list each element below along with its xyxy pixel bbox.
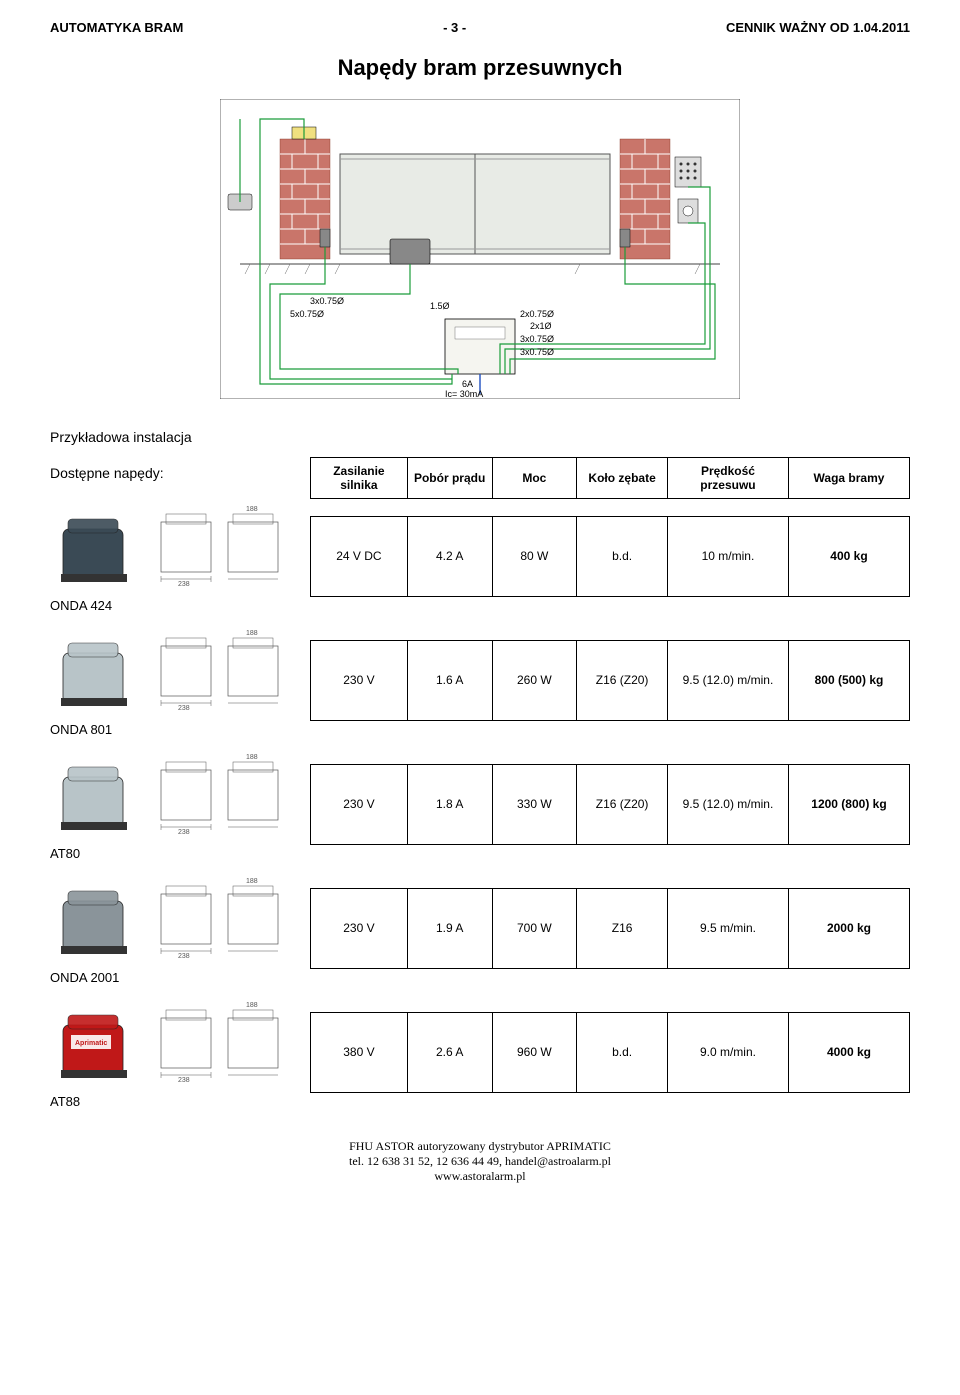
product-technical-drawing: 238 188 xyxy=(153,747,293,842)
footer-line2: tel. 12 638 31 52, 12 636 44 49, handel@… xyxy=(50,1154,910,1169)
cell-gear: b.d. xyxy=(577,1012,668,1092)
svg-text:238: 238 xyxy=(178,1077,190,1084)
product-technical-drawing: 238 188 xyxy=(153,623,293,718)
svg-text:3x0.75Ø: 3x0.75Ø xyxy=(520,334,554,344)
col-speed: Prędkość przesuwu xyxy=(667,458,788,499)
product-row: Aprimatic 238 188 xyxy=(50,995,910,1109)
cell-weight: 4000 kg xyxy=(788,1012,909,1092)
footer-line1: FHU ASTOR autoryzowany dystrybutor APRIM… xyxy=(50,1139,910,1154)
available-drives-label: Dostępne napędy: xyxy=(50,457,290,481)
svg-text:Aprimatic: Aprimatic xyxy=(75,1040,107,1047)
page-title: Napędy bram przesuwnych xyxy=(50,55,910,81)
product-name: ONDA 801 xyxy=(50,722,298,737)
product-name: ONDA 2001 xyxy=(50,970,298,985)
installation-diagram: 3x0.75Ø 5x0.75Ø 1.5Ø 2x0.75Ø 2x1Ø 3x0.75… xyxy=(220,99,740,399)
col-wattage: Moc xyxy=(492,458,577,499)
product-spec-row: 230 V 1.9 A 700 W Z16 9.5 m/min. 2000 kg xyxy=(310,888,910,969)
col-weight: Waga bramy xyxy=(788,458,909,499)
product-technical-drawing: 238 188 xyxy=(153,499,293,594)
product-photo xyxy=(50,623,145,718)
product-photo: Aprimatic xyxy=(50,995,145,1090)
cell-weight: 800 (500) kg xyxy=(788,640,909,720)
svg-text:188: 188 xyxy=(246,878,258,885)
product-technical-drawing: 238 188 xyxy=(153,995,293,1090)
cell-current: 1.8 A xyxy=(407,764,492,844)
cell-wattage: 960 W xyxy=(492,1012,577,1092)
cell-power: 230 V xyxy=(311,764,408,844)
svg-text:Ic= 30mA: Ic= 30mA xyxy=(445,389,483,399)
product-photo xyxy=(50,747,145,842)
svg-text:2x1Ø: 2x1Ø xyxy=(530,321,552,331)
cell-gear: Z16 xyxy=(577,888,668,968)
product-name: AT88 xyxy=(50,1094,298,1109)
svg-text:188: 188 xyxy=(246,1002,258,1009)
product-row: 238 188 ONDA 801 230 V 1.6 A 260 W Z16 (… xyxy=(50,623,910,737)
svg-text:1.5Ø: 1.5Ø xyxy=(430,301,450,311)
header-right: CENNIK WAŻNY OD 1.04.2011 xyxy=(726,20,910,35)
col-power: Zasilanie silnika xyxy=(311,458,408,499)
cell-wattage: 80 W xyxy=(492,516,577,596)
svg-text:188: 188 xyxy=(246,506,258,513)
col-current: Pobór prądu xyxy=(407,458,492,499)
footer-line3: www.astoralarm.pl xyxy=(50,1169,910,1184)
wiring-diagram-svg: 3x0.75Ø 5x0.75Ø 1.5Ø 2x0.75Ø 2x1Ø 3x0.75… xyxy=(220,99,740,399)
cell-speed: 9.5 (12.0) m/min. xyxy=(667,640,788,720)
cell-power: 24 V DC xyxy=(311,516,408,596)
cell-current: 1.6 A xyxy=(407,640,492,720)
installation-label: Przykładowa instalacja xyxy=(50,429,910,445)
cell-current: 4.2 A xyxy=(407,516,492,596)
product-name: ONDA 424 xyxy=(50,598,298,613)
product-name: AT80 xyxy=(50,846,298,861)
product-spec-row: 230 V 1.6 A 260 W Z16 (Z20) 9.5 (12.0) m… xyxy=(310,640,910,721)
cell-gear: b.d. xyxy=(577,516,668,596)
svg-text:5x0.75Ø: 5x0.75Ø xyxy=(290,309,324,319)
product-spec-row: 24 V DC 4.2 A 80 W b.d. 10 m/min. 400 kg xyxy=(310,516,910,597)
product-technical-drawing: 238 188 xyxy=(153,871,293,966)
cell-gear: Z16 (Z20) xyxy=(577,640,668,720)
svg-text:238: 238 xyxy=(178,705,190,712)
cell-speed: 9.0 m/min. xyxy=(667,1012,788,1092)
header-left: AUTOMATYKA BRAM xyxy=(50,20,183,35)
svg-text:2x0.75Ø: 2x0.75Ø xyxy=(520,309,554,319)
product-photo xyxy=(50,871,145,966)
product-spec-row: 380 V 2.6 A 960 W b.d. 9.0 m/min. 4000 k… xyxy=(310,1012,910,1093)
cell-wattage: 330 W xyxy=(492,764,577,844)
svg-text:188: 188 xyxy=(246,630,258,637)
page-header: AUTOMATYKA BRAM - 3 - CENNIK WAŻNY OD 1.… xyxy=(50,20,910,35)
cell-weight: 2000 kg xyxy=(788,888,909,968)
cell-current: 2.6 A xyxy=(407,1012,492,1092)
svg-text:238: 238 xyxy=(178,953,190,960)
page-footer: FHU ASTOR autoryzowany dystrybutor APRIM… xyxy=(50,1139,910,1184)
cell-weight: 400 kg xyxy=(788,516,909,596)
cell-wattage: 260 W xyxy=(492,640,577,720)
cell-weight: 1200 (800) kg xyxy=(788,764,909,844)
svg-text:238: 238 xyxy=(178,581,190,588)
cell-speed: 10 m/min. xyxy=(667,516,788,596)
cell-wattage: 700 W xyxy=(492,888,577,968)
col-gear: Koło zębate xyxy=(577,458,668,499)
product-row: 238 188 ONDA 424 24 V DC 4.2 A 80 W b.d.… xyxy=(50,499,910,613)
product-row: 238 188 ONDA 2001 230 V 1.9 A 700 W Z16 … xyxy=(50,871,910,985)
product-row: 238 188 AT80 230 V 1.8 A 330 W Z16 (Z20)… xyxy=(50,747,910,861)
cell-speed: 9.5 m/min. xyxy=(667,888,788,968)
cell-power: 230 V xyxy=(311,888,408,968)
svg-text:238: 238 xyxy=(178,829,190,836)
svg-text:3x0.75Ø: 3x0.75Ø xyxy=(520,347,554,357)
cell-current: 1.9 A xyxy=(407,888,492,968)
spec-header-table: Zasilanie silnika Pobór prądu Moc Koło z… xyxy=(310,457,910,499)
cell-power: 230 V xyxy=(311,640,408,720)
cell-gear: Z16 (Z20) xyxy=(577,764,668,844)
svg-text:3x0.75Ø: 3x0.75Ø xyxy=(310,296,344,306)
cell-power: 380 V xyxy=(311,1012,408,1092)
cell-speed: 9.5 (12.0) m/min. xyxy=(667,764,788,844)
svg-text:188: 188 xyxy=(246,754,258,761)
svg-text:6A: 6A xyxy=(462,379,473,389)
header-center: - 3 - xyxy=(443,20,466,35)
product-photo xyxy=(50,499,145,594)
product-spec-row: 230 V 1.8 A 330 W Z16 (Z20) 9.5 (12.0) m… xyxy=(310,764,910,845)
